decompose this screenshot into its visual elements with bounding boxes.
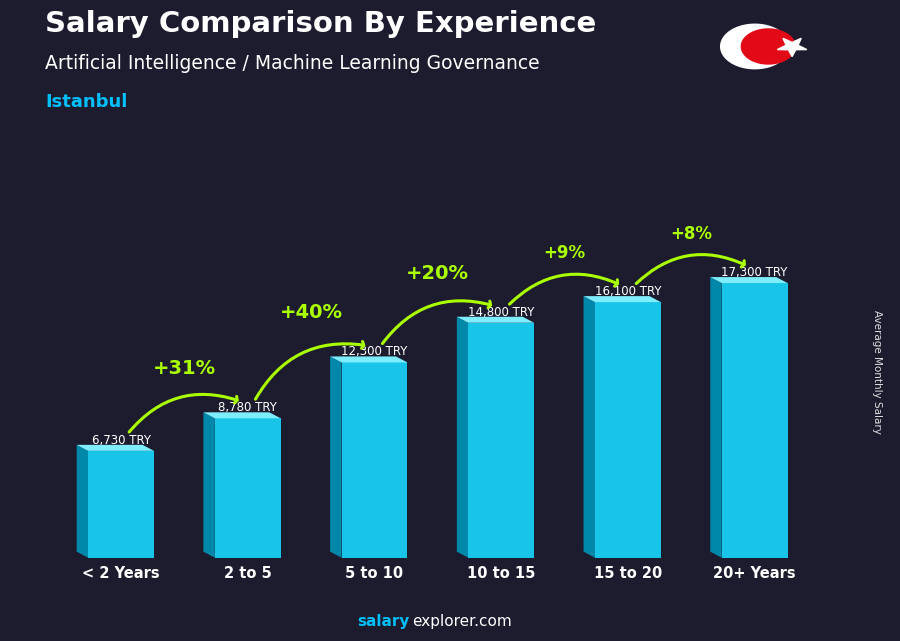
Text: Salary Comparison By Experience: Salary Comparison By Experience (45, 10, 596, 38)
Bar (88, 451, 154, 558)
Polygon shape (76, 445, 154, 451)
Bar (468, 323, 534, 558)
Polygon shape (583, 296, 595, 558)
Polygon shape (330, 356, 408, 362)
Polygon shape (76, 445, 88, 558)
Polygon shape (203, 412, 215, 558)
Text: 14,800 TRY: 14,800 TRY (468, 306, 535, 319)
Text: 8,780 TRY: 8,780 TRY (219, 401, 277, 414)
Polygon shape (721, 24, 789, 69)
Text: 17,300 TRY: 17,300 TRY (722, 266, 788, 279)
Bar (722, 283, 788, 558)
Text: 16,100 TRY: 16,100 TRY (595, 285, 662, 298)
Text: 6,730 TRY: 6,730 TRY (92, 434, 150, 447)
Polygon shape (330, 356, 341, 558)
Bar (215, 419, 281, 558)
Bar (341, 362, 408, 558)
Text: Istanbul: Istanbul (45, 93, 128, 111)
Text: Average Monthly Salary: Average Monthly Salary (872, 310, 883, 434)
Polygon shape (203, 412, 281, 419)
Bar (595, 302, 661, 558)
Text: 12,300 TRY: 12,300 TRY (341, 345, 408, 358)
Text: +8%: +8% (670, 225, 712, 243)
Text: +20%: +20% (406, 263, 469, 283)
Polygon shape (778, 38, 807, 56)
Text: explorer.com: explorer.com (412, 615, 512, 629)
Polygon shape (583, 296, 661, 302)
Polygon shape (710, 277, 788, 283)
Polygon shape (710, 277, 722, 558)
Text: +31%: +31% (153, 360, 216, 378)
Polygon shape (457, 317, 468, 558)
Text: +9%: +9% (544, 244, 586, 262)
Text: +40%: +40% (280, 303, 343, 322)
Polygon shape (457, 317, 534, 323)
Text: salary: salary (357, 615, 410, 629)
Text: Artificial Intelligence / Machine Learning Governance: Artificial Intelligence / Machine Learni… (45, 54, 540, 74)
Polygon shape (742, 29, 796, 64)
